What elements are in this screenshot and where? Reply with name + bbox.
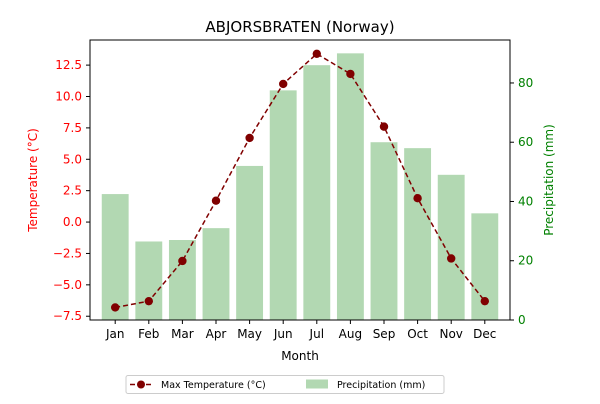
temperature-point bbox=[211, 196, 221, 205]
precipitation-bar bbox=[101, 194, 129, 320]
precipitation-bar bbox=[135, 241, 163, 320]
y-left-tick-label: 12.5 bbox=[55, 58, 82, 72]
temperature-point bbox=[245, 133, 254, 143]
temperature-point bbox=[413, 194, 422, 203]
x-tick-label: Jan bbox=[105, 327, 125, 341]
x-tick-label: Jul bbox=[309, 327, 324, 341]
y-axis-right-label: Precipitation (mm) bbox=[542, 124, 556, 236]
temperature-point bbox=[346, 69, 355, 79]
legend-marker-swatch bbox=[137, 380, 145, 389]
precipitation-bar bbox=[202, 228, 230, 320]
y-axis-left-label: Temperature (°C) bbox=[26, 128, 40, 233]
x-axis-label: Month bbox=[281, 349, 319, 363]
y-left-tick-label: 10.0 bbox=[55, 90, 82, 104]
y-right-tick-label: 60 bbox=[518, 135, 533, 149]
x-tick-label: May bbox=[237, 327, 262, 341]
precipitation-bar bbox=[168, 240, 196, 320]
precipitation-bar bbox=[269, 90, 297, 321]
y-left-tick-label: −5.0 bbox=[53, 278, 82, 292]
y-left-tick-label: −7.5 bbox=[53, 309, 82, 323]
precipitation-bars bbox=[101, 53, 499, 321]
temperature-point bbox=[279, 79, 288, 89]
x-tick-label: Aug bbox=[339, 327, 362, 341]
precipitation-bar bbox=[236, 165, 264, 320]
temperature-point bbox=[480, 296, 489, 306]
chart-title: ABJORSBRATEN (Norway) bbox=[205, 18, 394, 36]
legend-bar-swatch bbox=[306, 379, 328, 389]
plot-frame bbox=[89, 39, 511, 321]
y-left-tick-label: 5.0 bbox=[63, 152, 82, 166]
temperature-point bbox=[178, 256, 187, 266]
precipitation-bar bbox=[336, 53, 364, 320]
temperature-point bbox=[144, 296, 153, 306]
x-tick-label: Feb bbox=[138, 327, 159, 341]
temperature-line-layer bbox=[111, 49, 489, 312]
x-tick-label: Apr bbox=[206, 327, 227, 341]
x-tick-label: Jun bbox=[273, 327, 293, 341]
legend: Max Temperature (°C) Precipitation (mm) bbox=[125, 375, 445, 394]
axes: Jan Feb Mar Apr May Jun Jul Aug Sep Oct Nov Dec −7.5… bbox=[53, 39, 533, 341]
x-tick-label: Nov bbox=[439, 327, 462, 341]
temperature-point bbox=[447, 254, 456, 263]
y-left-tick-label: 2.5 bbox=[63, 184, 82, 198]
y-right-tick-label: 0 bbox=[518, 313, 526, 327]
x-tick-label: Oct bbox=[407, 327, 428, 341]
precipitation-bar bbox=[404, 148, 432, 320]
x-tick-label: Mar bbox=[171, 327, 194, 341]
precipitation-bar bbox=[437, 174, 465, 320]
x-tick-label: Sep bbox=[373, 327, 396, 341]
legend-label-precipitation: Precipitation (mm) bbox=[337, 380, 425, 391]
legend-frame bbox=[125, 375, 445, 394]
temperature-point bbox=[379, 122, 389, 131]
temperature-line bbox=[115, 52, 486, 309]
x-tick-label: Dec bbox=[473, 327, 496, 341]
precipitation-bar bbox=[303, 65, 331, 321]
y-left-tick-label: −2.5 bbox=[53, 246, 82, 260]
temperature-point bbox=[312, 49, 321, 59]
y-right-tick-label: 80 bbox=[518, 76, 533, 90]
y-right-tick-label: 40 bbox=[518, 194, 533, 208]
y-right-tick-label: 20 bbox=[518, 254, 533, 268]
legend-label-temperature: Max Temperature (°C) bbox=[161, 380, 266, 391]
y-left-tick-label: 7.5 bbox=[63, 121, 82, 135]
y-left-tick-label: 0.0 bbox=[63, 215, 82, 229]
temperature-point bbox=[111, 303, 120, 312]
precipitation-bar bbox=[370, 142, 398, 320]
